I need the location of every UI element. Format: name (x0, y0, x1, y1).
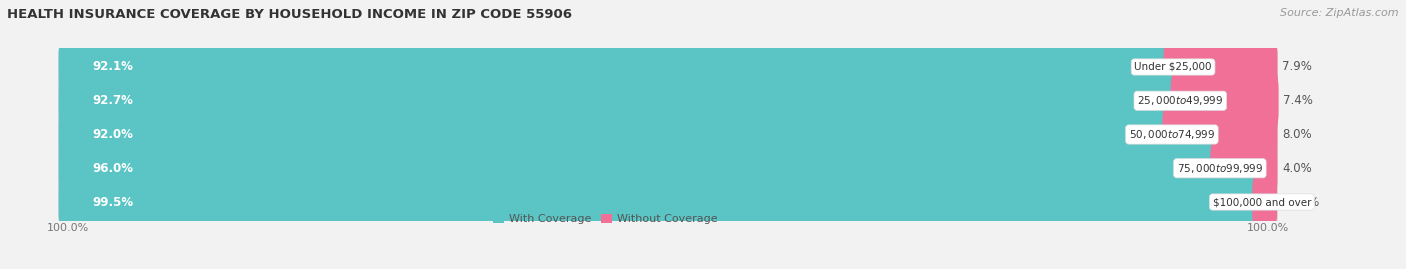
Text: $75,000 to $99,999: $75,000 to $99,999 (1177, 162, 1263, 175)
FancyBboxPatch shape (1164, 30, 1278, 104)
FancyBboxPatch shape (59, 64, 1189, 137)
Text: 92.7%: 92.7% (93, 94, 134, 107)
FancyBboxPatch shape (59, 165, 1271, 239)
FancyBboxPatch shape (59, 98, 1278, 171)
Text: Source: ZipAtlas.com: Source: ZipAtlas.com (1281, 8, 1399, 18)
FancyBboxPatch shape (59, 132, 1229, 205)
FancyBboxPatch shape (59, 30, 1182, 104)
FancyBboxPatch shape (59, 132, 1278, 205)
Text: HEALTH INSURANCE COVERAGE BY HOUSEHOLD INCOME IN ZIP CODE 55906: HEALTH INSURANCE COVERAGE BY HOUSEHOLD I… (7, 8, 572, 21)
Text: $25,000 to $49,999: $25,000 to $49,999 (1137, 94, 1223, 107)
FancyBboxPatch shape (59, 165, 1278, 239)
Text: 96.0%: 96.0% (93, 162, 134, 175)
FancyBboxPatch shape (59, 98, 1181, 171)
Legend: With Coverage, Without Coverage: With Coverage, Without Coverage (488, 210, 723, 229)
FancyBboxPatch shape (1211, 132, 1278, 205)
Text: 7.4%: 7.4% (1284, 94, 1313, 107)
Text: 92.1%: 92.1% (93, 61, 134, 73)
Text: 7.9%: 7.9% (1282, 61, 1312, 73)
FancyBboxPatch shape (1163, 98, 1278, 171)
Text: 92.0%: 92.0% (93, 128, 134, 141)
FancyBboxPatch shape (59, 30, 1278, 104)
Text: Under $25,000: Under $25,000 (1135, 62, 1212, 72)
Text: 4.0%: 4.0% (1282, 162, 1312, 175)
Text: 0.47%: 0.47% (1282, 196, 1319, 208)
FancyBboxPatch shape (1253, 165, 1277, 239)
Text: 99.5%: 99.5% (93, 196, 134, 208)
FancyBboxPatch shape (59, 64, 1278, 137)
Text: $100,000 and over: $100,000 and over (1212, 197, 1312, 207)
Text: $50,000 to $74,999: $50,000 to $74,999 (1129, 128, 1215, 141)
Text: 8.0%: 8.0% (1282, 128, 1312, 141)
FancyBboxPatch shape (1171, 64, 1278, 137)
